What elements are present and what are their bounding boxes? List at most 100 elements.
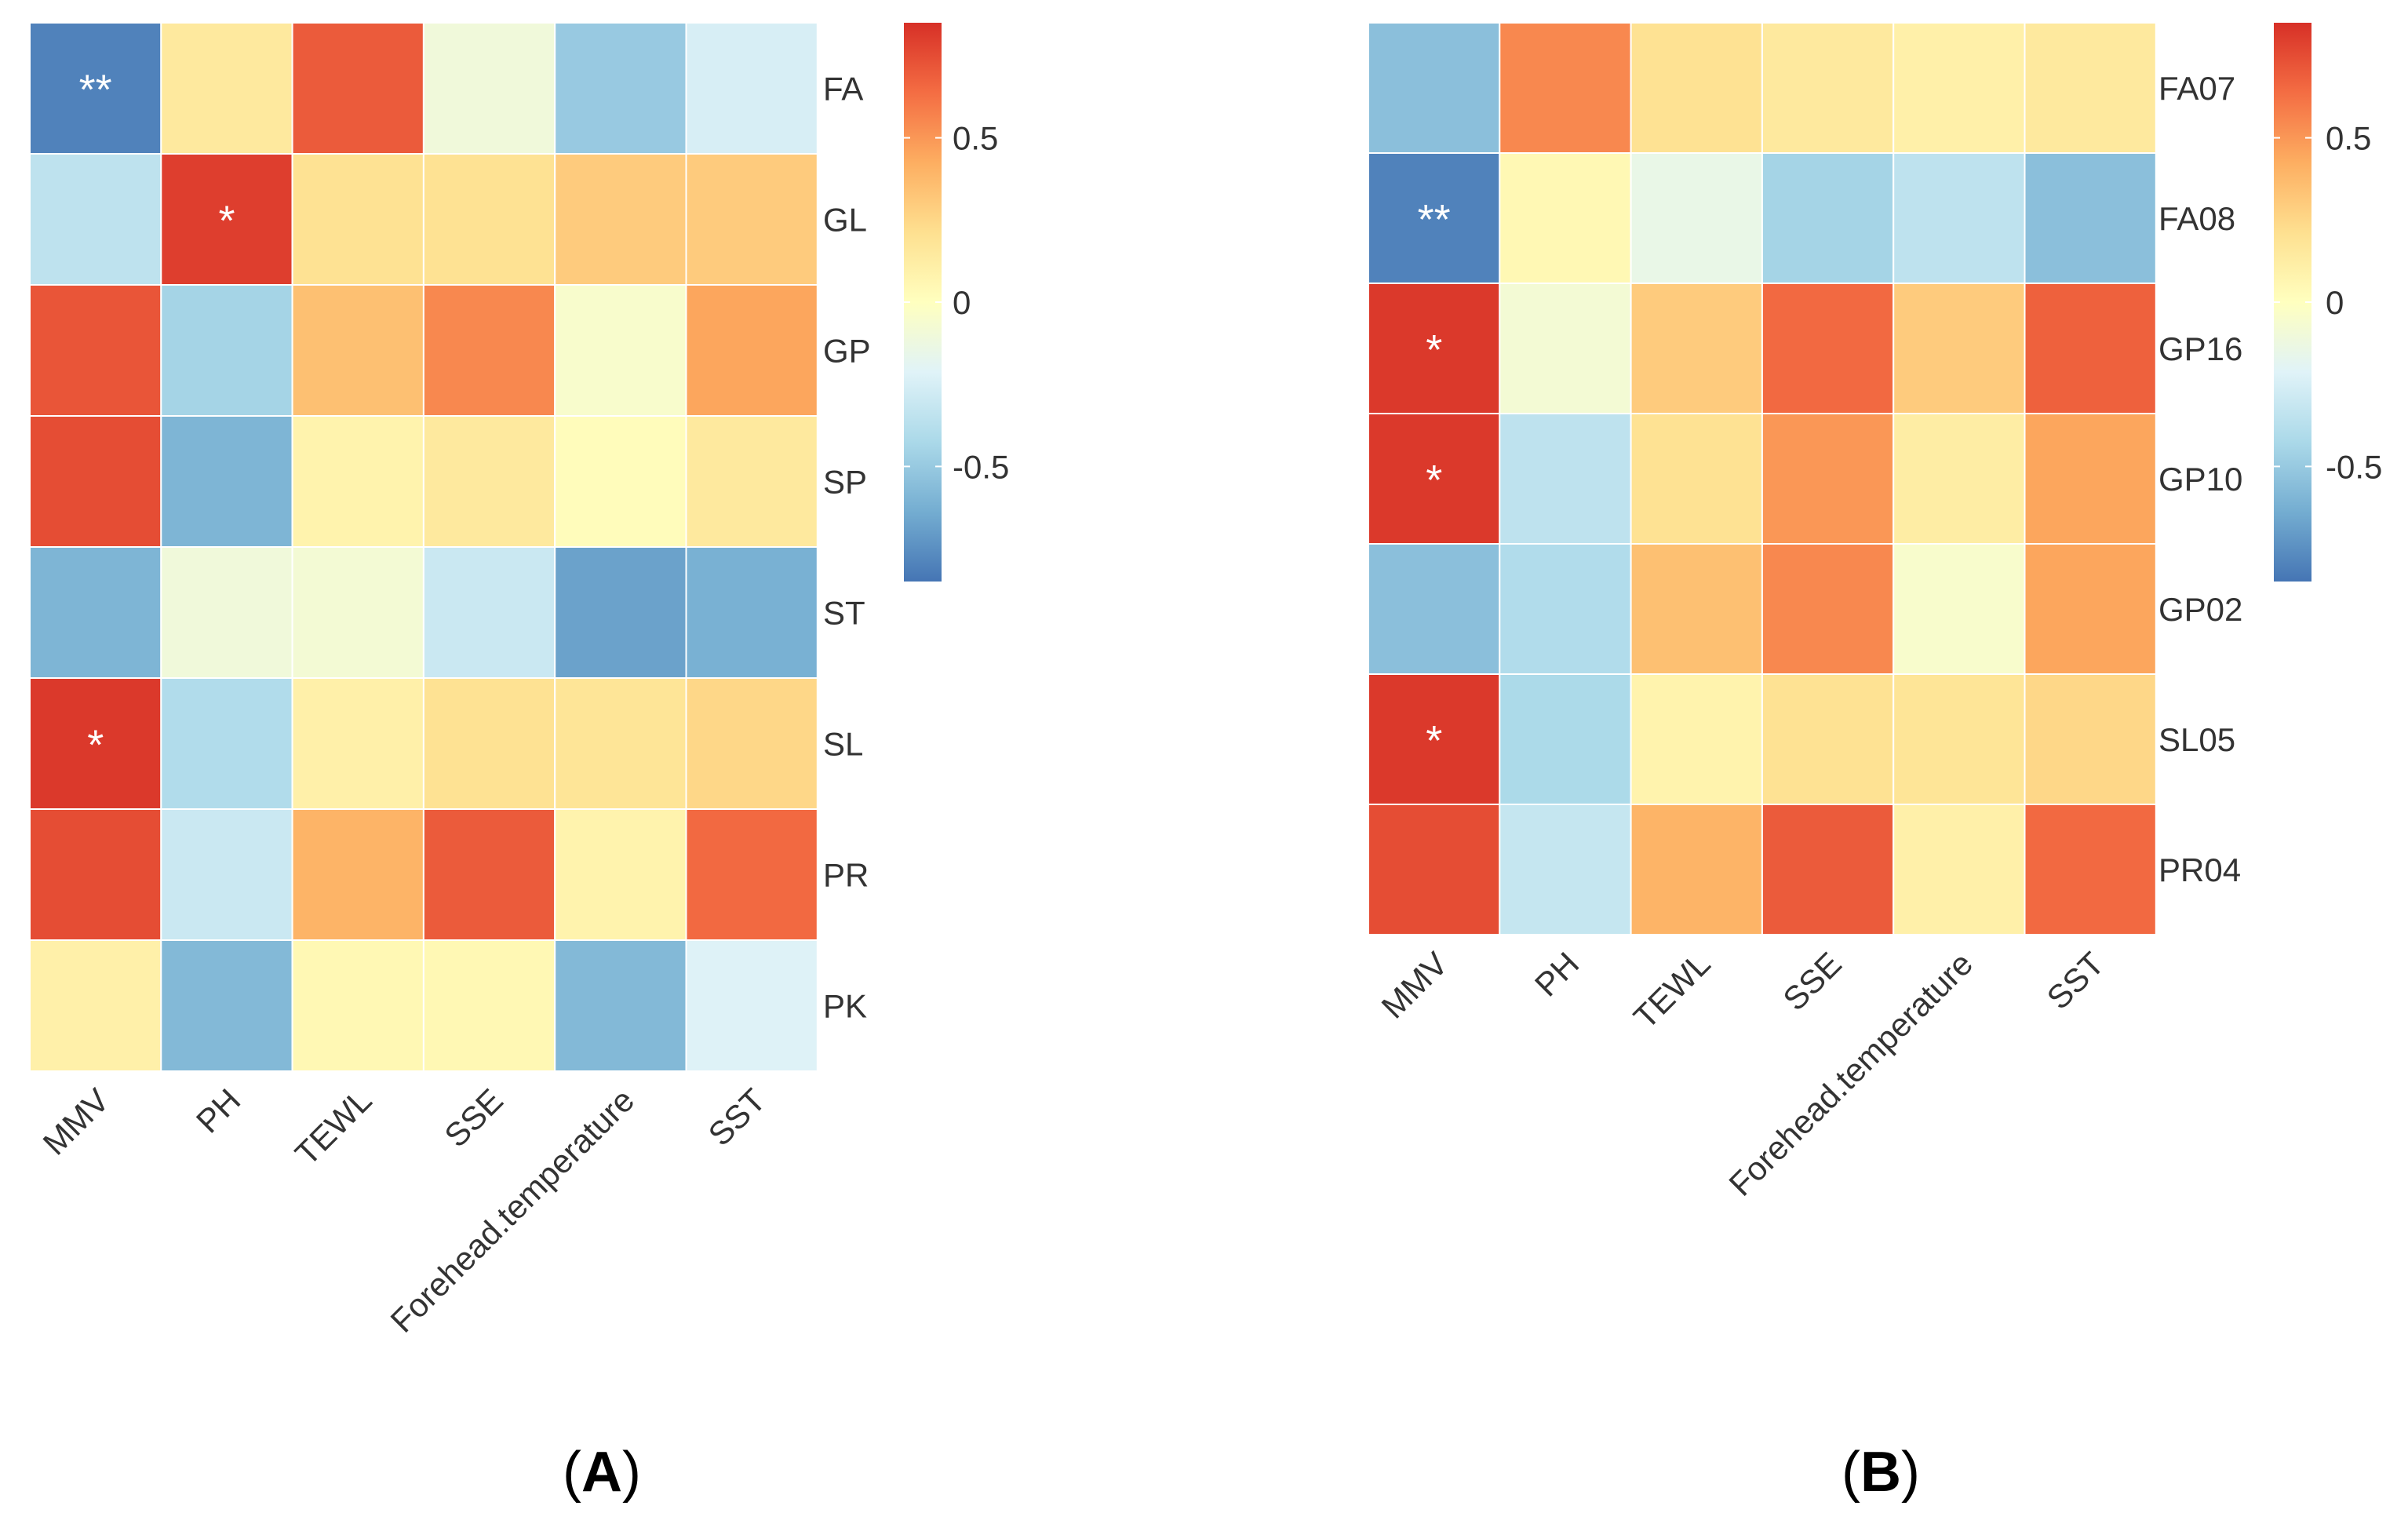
colorbar-tick-label: 0 xyxy=(2326,284,2344,321)
heatmap-cell xyxy=(1368,673,1501,805)
heatmap-cell xyxy=(29,415,162,548)
heatmap-cell xyxy=(29,808,162,941)
heatmap-cell xyxy=(554,808,687,941)
significance-marker: * xyxy=(1426,326,1442,374)
heatmap-cell xyxy=(685,677,818,810)
heatmap-cell xyxy=(422,284,556,417)
panel-letter: A xyxy=(581,1441,622,1504)
column-label: SST xyxy=(701,1081,772,1153)
heatmap-cell xyxy=(1368,804,1501,935)
heatmap-cell xyxy=(2024,22,2157,154)
heatmap-cell xyxy=(422,677,556,810)
heatmap-cell xyxy=(1761,804,1895,935)
heatmap-cell xyxy=(1893,543,2026,675)
heatmap-cell xyxy=(422,808,556,941)
row-label: SL xyxy=(823,726,863,763)
heatmap-cell xyxy=(291,808,424,941)
heatmap-cell xyxy=(1499,673,1632,805)
heatmap-cell xyxy=(160,546,293,679)
heatmap-cell xyxy=(1499,804,1632,935)
heatmap-cell xyxy=(685,22,818,155)
panel-label: (A) xyxy=(563,1441,641,1504)
colorbar-tick-label: 0.5 xyxy=(953,120,998,157)
heatmap-cell xyxy=(291,939,424,1072)
heatmap-cell xyxy=(160,677,293,810)
heatmap-cell xyxy=(1761,543,1895,675)
column-label: MMV xyxy=(1375,945,1455,1026)
heatmap-cell xyxy=(291,677,424,810)
row-label: PR04 xyxy=(2158,851,2241,888)
heatmap-cell xyxy=(160,808,293,941)
heatmap-cell xyxy=(554,939,687,1072)
heatmap-cell xyxy=(554,415,687,548)
row-label: FA xyxy=(823,71,863,108)
heatmap-cell xyxy=(1893,283,2026,414)
heatmap-cell xyxy=(29,284,162,417)
heatmap-cell xyxy=(554,677,687,810)
heatmap-cell xyxy=(291,415,424,548)
heatmap-cell xyxy=(1893,673,2026,805)
heatmap-cell xyxy=(29,153,162,286)
heatmap-cell xyxy=(1761,283,1895,414)
heatmap-cell xyxy=(1630,22,1763,154)
heatmap-cell xyxy=(160,939,293,1072)
heatmap-cell xyxy=(2024,413,2157,545)
significance-marker: ** xyxy=(79,67,112,114)
heatmap-cell xyxy=(2024,152,2157,284)
heatmap-cell xyxy=(422,939,556,1072)
heatmap-cell xyxy=(554,22,687,155)
heatmap-cell xyxy=(291,22,424,155)
heatmap-cell xyxy=(422,415,556,548)
row-label: GP02 xyxy=(2158,591,2242,628)
heatmap-cell xyxy=(1368,22,1501,154)
heatmap-cell xyxy=(554,284,687,417)
column-label: TEWL xyxy=(288,1081,379,1172)
colorbar-tick-label: -0.5 xyxy=(2326,448,2382,485)
heatmap-cell xyxy=(291,284,424,417)
heatmap-cell xyxy=(29,546,162,679)
heatmap-cell xyxy=(1499,543,1632,675)
heatmap-cell xyxy=(2024,804,2157,935)
heatmap-cell xyxy=(1893,804,2026,935)
row-label: ST xyxy=(823,595,865,632)
row-label: PR xyxy=(823,857,869,894)
heatmap-cell xyxy=(685,153,818,286)
heatmap-cell xyxy=(422,546,556,679)
column-label: MMV xyxy=(36,1081,117,1162)
panel-letter: B xyxy=(1860,1441,1901,1504)
heatmap-cell xyxy=(29,22,162,155)
column-label: Forehead.temperature xyxy=(384,1081,642,1340)
heatmap-cell xyxy=(1630,413,1763,545)
column-label: PH xyxy=(1528,945,1587,1004)
colorbar-tick-label: 0.5 xyxy=(2326,120,2371,157)
column-label: SSE xyxy=(1776,945,1849,1018)
heatmap-cell xyxy=(1368,543,1501,675)
heatmap-cell xyxy=(685,939,818,1072)
heatmap-cell xyxy=(1499,413,1632,545)
column-label: Forehead.temperature xyxy=(1721,945,1980,1203)
colorbar-tick-label: 0 xyxy=(953,284,971,321)
row-label: GP10 xyxy=(2158,461,2242,498)
heatmap-cell xyxy=(1630,804,1763,935)
row-label: FA08 xyxy=(2158,200,2235,237)
heatmap-cell xyxy=(685,284,818,417)
heatmap-cell xyxy=(160,153,293,286)
row-label: SP xyxy=(823,464,867,501)
heatmap-cell xyxy=(160,415,293,548)
row-label: GL xyxy=(823,202,867,239)
panel-label: (B) xyxy=(1842,1441,1920,1504)
column-label: SST xyxy=(2040,945,2111,1016)
heatmap-cell xyxy=(1630,673,1763,805)
heatmap-cell xyxy=(1761,673,1895,805)
row-label: GP16 xyxy=(2158,330,2242,367)
heatmap-cell xyxy=(291,153,424,286)
heatmap-cell xyxy=(1499,283,1632,414)
significance-marker: * xyxy=(1426,457,1442,504)
heatmap-cell xyxy=(291,546,424,679)
heatmap-cell xyxy=(29,677,162,810)
column-label: TEWL xyxy=(1627,945,1718,1036)
significance-marker: ** xyxy=(1418,196,1451,243)
column-label: SSE xyxy=(437,1081,510,1154)
